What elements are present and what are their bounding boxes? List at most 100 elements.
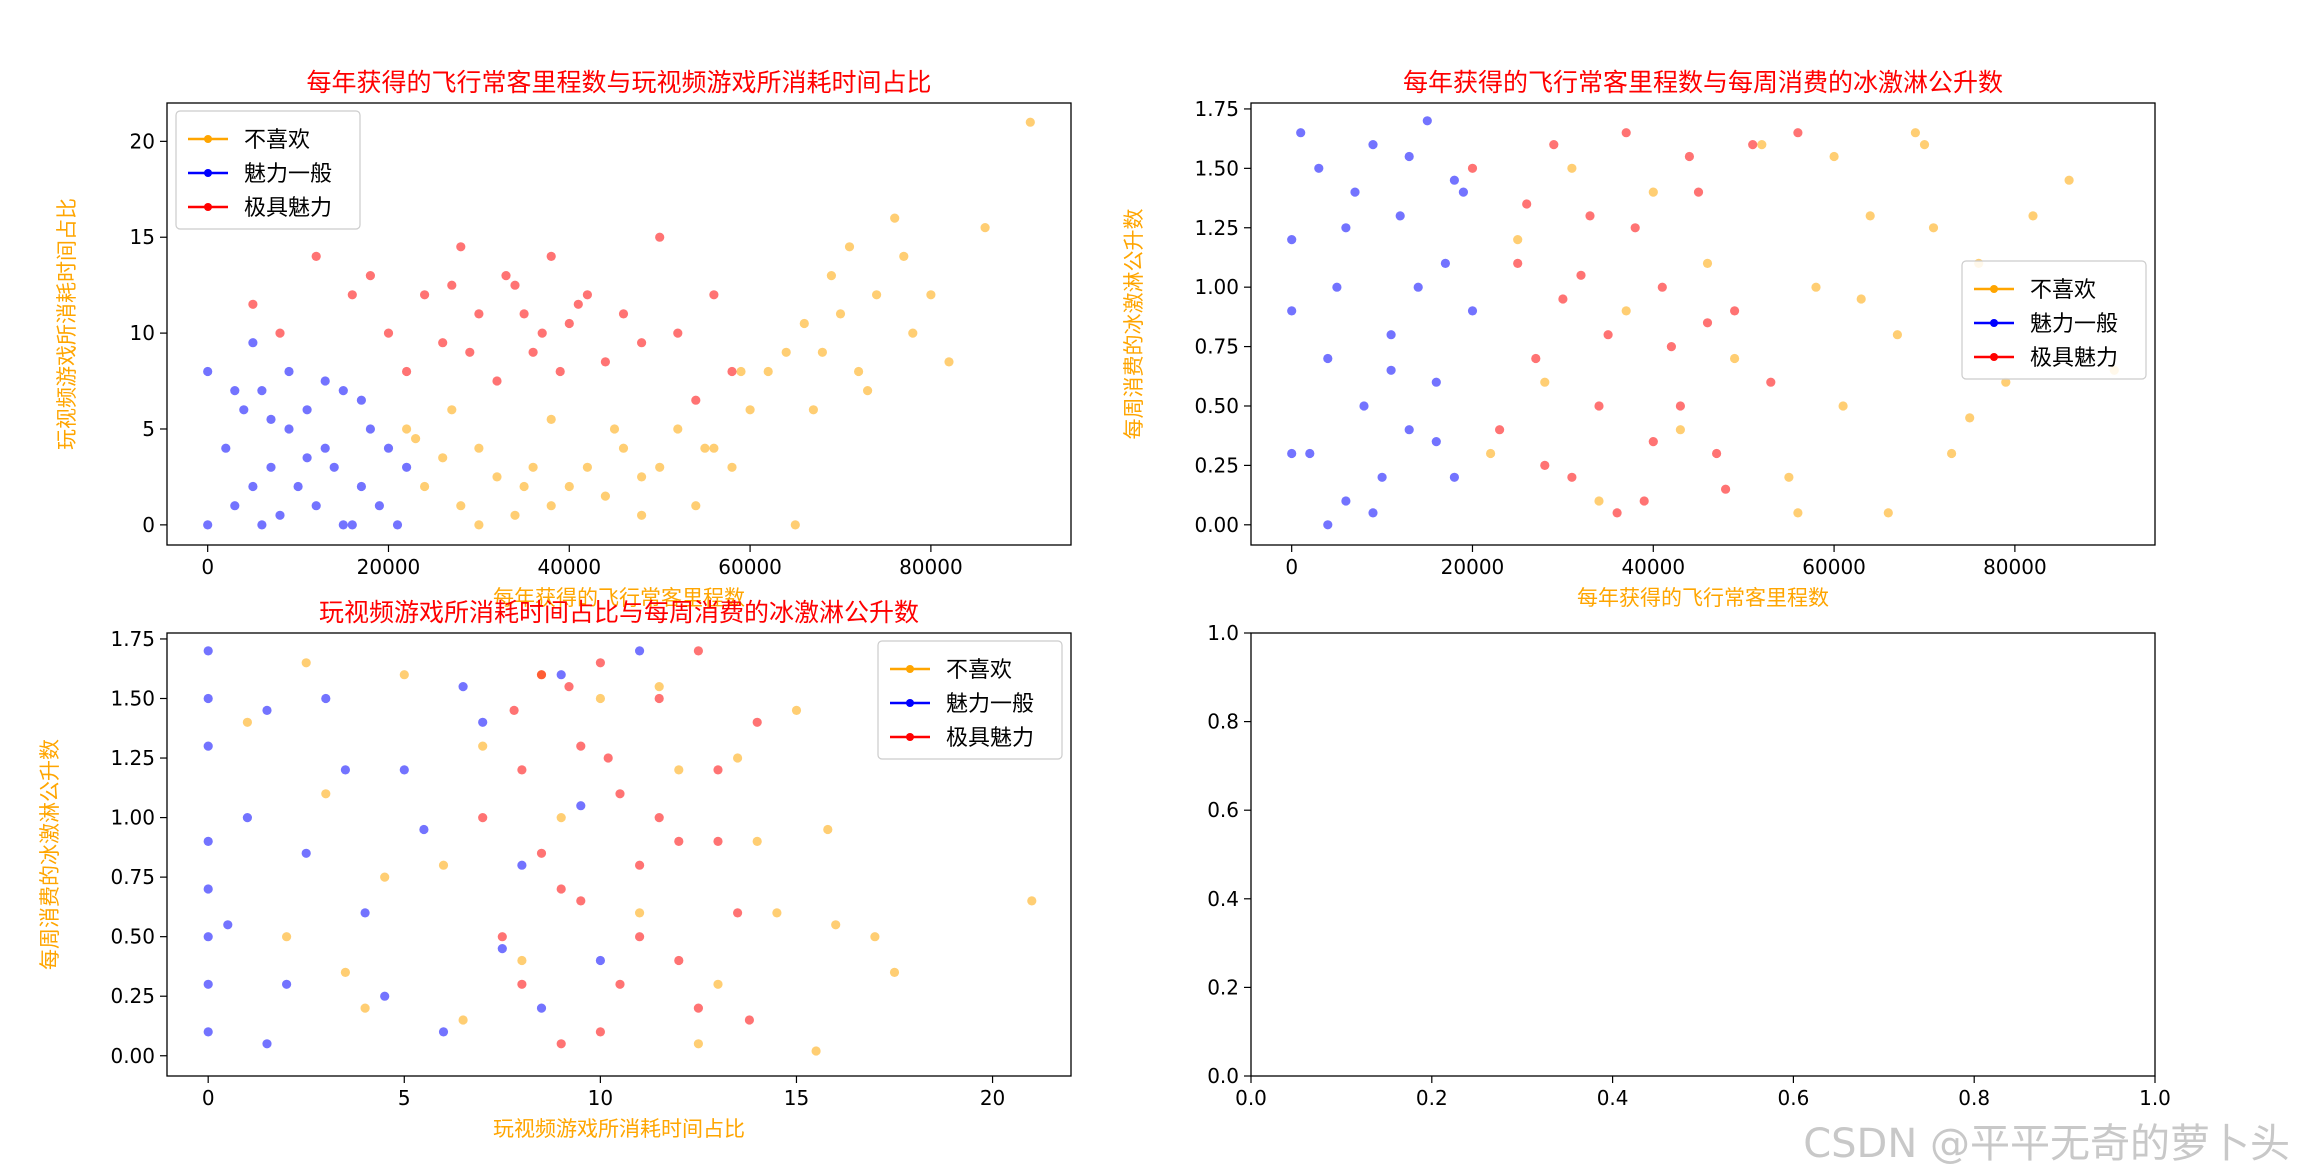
scatter-point bbox=[546, 414, 556, 424]
scatter-point bbox=[870, 932, 880, 942]
legend-entry-label: 极具魅力 bbox=[244, 196, 332, 221]
scatter-point bbox=[1838, 401, 1848, 411]
y-tick-label: 0.0 bbox=[1207, 1064, 1239, 1088]
x-tick-label: 5 bbox=[398, 1086, 411, 1110]
scatter-point bbox=[733, 753, 743, 763]
y-tick-label: 0.2 bbox=[1207, 975, 1239, 999]
scatter-point bbox=[1540, 460, 1550, 470]
y-tick-label: 0.8 bbox=[1207, 710, 1239, 734]
scatter-point bbox=[576, 896, 586, 906]
scatter-point bbox=[1910, 128, 1920, 138]
chart-title: 玩视频游戏所消耗时间占比与每周消费的冰激淋公升数 bbox=[319, 598, 919, 627]
scatter-point bbox=[1377, 472, 1387, 482]
x-tick-label: 1.0 bbox=[2139, 1086, 2171, 1110]
scatter-point bbox=[889, 967, 900, 978]
scatter-point bbox=[835, 309, 846, 319]
scatter-point bbox=[1549, 140, 1559, 150]
scatter-point bbox=[781, 347, 791, 357]
scatter-point bbox=[727, 366, 737, 377]
legend-marker bbox=[1990, 285, 1998, 293]
scatter-point bbox=[266, 462, 276, 472]
legend-entry-label: 极具魅力 bbox=[2030, 346, 2118, 371]
scatter-point bbox=[242, 717, 252, 727]
scatter-point bbox=[528, 347, 538, 357]
scatter-point bbox=[365, 271, 375, 281]
y-tick-label: 0 bbox=[142, 513, 155, 537]
y-tick-label: 1.25 bbox=[110, 746, 155, 770]
scatter-point bbox=[1368, 140, 1378, 150]
scatter-point bbox=[595, 955, 606, 966]
x-tick-label: 0.0 bbox=[1235, 1086, 1267, 1110]
scatter-point bbox=[600, 491, 611, 501]
axes-frame bbox=[166, 632, 1072, 1077]
scatter-point bbox=[347, 290, 357, 300]
scatter-point bbox=[1296, 128, 1306, 138]
axes-frame bbox=[166, 102, 1072, 546]
x-tick-label: 40000 bbox=[1621, 555, 1685, 579]
scatter-point bbox=[1449, 472, 1459, 482]
scatter-point bbox=[282, 932, 292, 942]
y-tick-label: 0.50 bbox=[110, 925, 155, 949]
scatter-point bbox=[447, 405, 457, 415]
scatter-point bbox=[1693, 187, 1704, 197]
chart-title: 每年获得的飞行常客里程数与每周消费的冰激淋公升数 bbox=[1403, 68, 2003, 97]
y-tick-label: 20 bbox=[130, 129, 155, 153]
axes-frame bbox=[1250, 632, 2156, 1077]
scatter-point bbox=[1522, 199, 1532, 209]
scatter-point bbox=[1458, 187, 1468, 197]
x-tick-label: 0.4 bbox=[1597, 1086, 1629, 1110]
scatter-point bbox=[203, 646, 213, 656]
scatter-point bbox=[1449, 175, 1459, 185]
y-tick-label: 1.0 bbox=[1207, 621, 1239, 645]
scatter-point bbox=[320, 376, 330, 386]
scatter-point bbox=[492, 472, 502, 482]
scatter-point bbox=[1323, 520, 1333, 530]
scatter-point bbox=[555, 366, 565, 377]
scatter-point bbox=[674, 765, 684, 775]
scatter-point bbox=[402, 462, 412, 472]
x-tick-label: 80000 bbox=[1983, 555, 2047, 579]
scatter-point bbox=[1883, 508, 1893, 518]
scatter-point bbox=[311, 251, 321, 261]
scatter-point bbox=[600, 357, 611, 367]
x-tick-label: 0.8 bbox=[1958, 1086, 1990, 1110]
scatter-point bbox=[438, 338, 448, 348]
scatter-point bbox=[1404, 425, 1414, 435]
subplot-miles-vs-icecream: 0 20000 40000 60000 80000 0.00 0.25 0.50 0.75 1.0… bbox=[1122, 68, 2156, 610]
scatter-point bbox=[1621, 306, 1631, 316]
scatter-point bbox=[399, 765, 409, 775]
scatter-point bbox=[1865, 211, 1875, 221]
scatter-point bbox=[564, 682, 574, 692]
scatter-point bbox=[744, 1015, 755, 1025]
scatter-point bbox=[1413, 282, 1423, 292]
scatter-point bbox=[615, 979, 625, 989]
scatter-point bbox=[854, 366, 864, 377]
scatter-point bbox=[1657, 282, 1667, 292]
legend-marker bbox=[204, 135, 212, 143]
x-tick-label: 15 bbox=[784, 1086, 809, 1110]
legend-box bbox=[1961, 260, 2147, 380]
legend-marker bbox=[906, 733, 914, 741]
scatter-point bbox=[266, 414, 276, 424]
scatter-point bbox=[635, 646, 645, 656]
scatter-point bbox=[1386, 365, 1396, 375]
scatter-point bbox=[1757, 140, 1767, 150]
scatter-points bbox=[203, 117, 1035, 530]
y-tick-label: 5 bbox=[142, 417, 155, 441]
x-tick-label: 20 bbox=[980, 1086, 1005, 1110]
subplot-gaming-vs-icecream: 0 5 10 15 20 0.00 0.25 0.50 0.75 1.00 1.25 1.50 1.75… bbox=[38, 598, 1072, 1141]
scatter-point bbox=[1928, 223, 1939, 233]
scatter-point bbox=[1748, 140, 1758, 150]
scatter-point bbox=[654, 813, 664, 823]
scatter-point bbox=[1513, 258, 1523, 268]
scatter-point bbox=[1305, 448, 1315, 459]
scatter-point bbox=[458, 682, 468, 692]
scatter-point bbox=[691, 395, 701, 405]
scatter-point bbox=[360, 908, 370, 918]
scatter-point bbox=[509, 705, 519, 716]
scatter-point bbox=[519, 309, 529, 319]
scatter-point bbox=[284, 424, 294, 434]
